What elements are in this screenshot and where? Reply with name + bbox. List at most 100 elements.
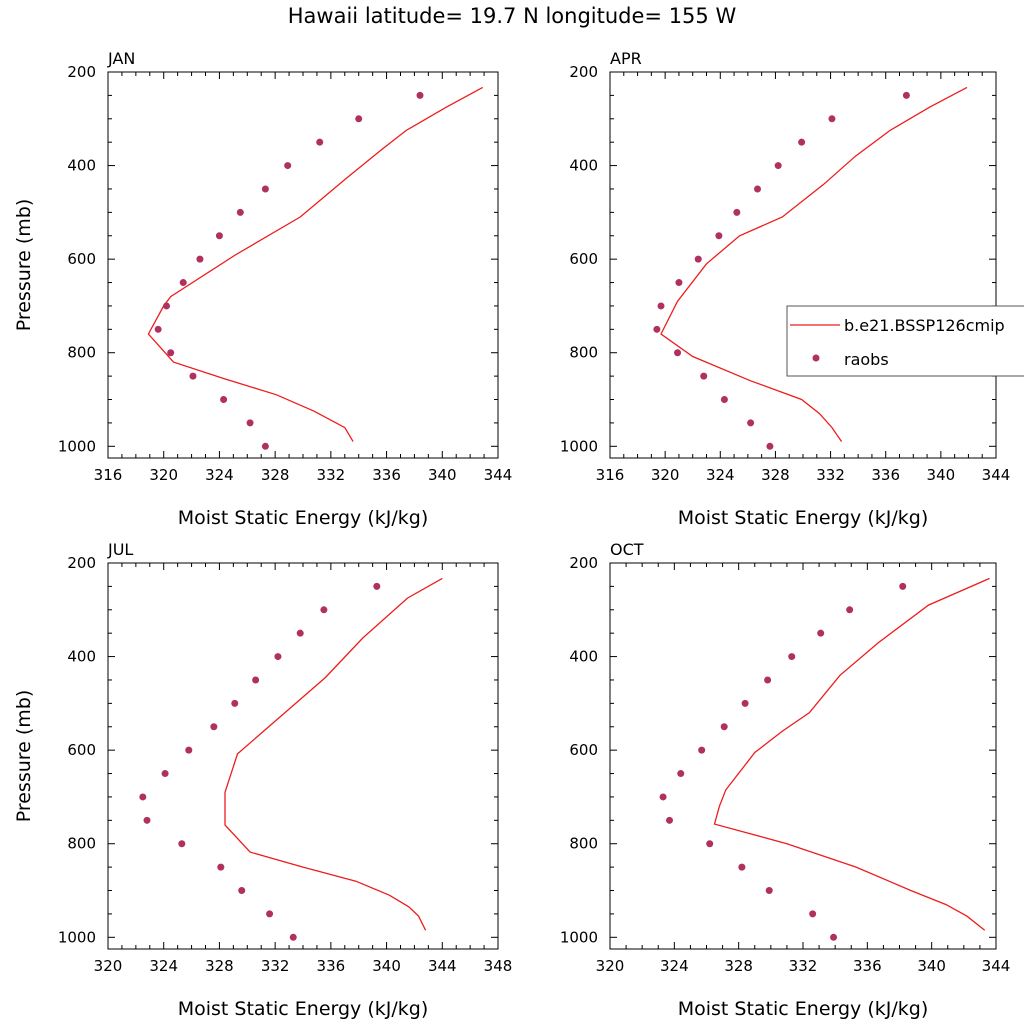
figure-title: Hawaii latitude= 19.7 N longitude= 155 W: [287, 4, 737, 28]
y-tick-label: 1000: [560, 928, 598, 946]
legend-box: [786, 305, 1024, 377]
x-tick-label: 332: [261, 957, 290, 975]
x-axis-label: Moist Static Energy (kJ/kg): [178, 507, 429, 529]
obs-point: [139, 793, 147, 801]
model-series-line: [660, 86, 968, 442]
y-tick-label: 400: [569, 648, 598, 666]
x-tick-label: 320: [651, 466, 680, 484]
x-tick-label: 344: [428, 957, 457, 975]
panel-title: OCT: [610, 540, 644, 559]
obs-point: [161, 770, 169, 778]
obs-point: [231, 699, 239, 707]
plot-data: [653, 86, 968, 450]
obs-point: [747, 419, 755, 427]
x-tick-label: 328: [761, 466, 790, 484]
obs-point: [238, 887, 246, 895]
y-axis-label: Pressure (mb): [13, 199, 35, 332]
obs-point: [296, 629, 304, 637]
obs-point: [809, 910, 817, 918]
plot-frame: [609, 562, 997, 950]
y-tick-label: 1000: [560, 437, 598, 455]
x-tick-label: 348: [484, 957, 513, 975]
obs-point: [694, 255, 702, 263]
obs-point: [754, 185, 762, 193]
obs-point: [698, 746, 706, 754]
x-tick-label: 324: [149, 957, 178, 975]
y-tick-label: 800: [569, 344, 598, 362]
obs-point: [189, 372, 197, 380]
x-tick-label: 344: [982, 957, 1011, 975]
y-tick-label: 400: [67, 157, 96, 175]
legend-obs-label: raobs: [844, 350, 889, 369]
obs-point: [261, 442, 269, 450]
y-tick-label: 600: [67, 741, 96, 759]
obs-point: [236, 208, 244, 216]
obs-point: [416, 91, 424, 99]
obs-point: [659, 793, 667, 801]
obs-point: [774, 162, 782, 170]
obs-point: [220, 396, 228, 404]
obs-point: [846, 606, 854, 614]
obs-point: [798, 138, 806, 146]
plot-data: [139, 577, 443, 941]
y-tick-label: 200: [569, 554, 598, 572]
panel-title: JUL: [107, 540, 133, 559]
x-tick-label: 320: [596, 957, 625, 975]
panel-oct: OCT 320 324 328 332 336 340 344 200 400 600 800 1000…: [560, 540, 1011, 1020]
x-axis-label: Moist Static Energy (kJ/kg): [678, 507, 929, 529]
obs-point: [246, 419, 254, 427]
x-tick-label: 328: [724, 957, 753, 975]
obs-point: [741, 699, 749, 707]
obs-point: [261, 185, 269, 193]
obs-point: [316, 138, 324, 146]
x-tick-label: 336: [317, 957, 346, 975]
y-tick-label: 200: [67, 554, 96, 572]
x-tick-label: 328: [205, 957, 234, 975]
obs-point: [355, 115, 363, 123]
obs-point: [657, 302, 665, 310]
x-tick-label: 340: [372, 957, 401, 975]
obs-point: [733, 208, 741, 216]
obs-point: [143, 816, 151, 824]
y-tick-label: 800: [67, 835, 96, 853]
obs-point: [765, 887, 773, 895]
obs-point: [675, 279, 683, 287]
obs-point: [677, 770, 685, 778]
obs-point: [167, 349, 175, 357]
plot-frame: [107, 562, 499, 950]
panel-jul: JUL 320 324 328 332 336 340 344 348 200 400 600 800 1…: [13, 540, 512, 1020]
obs-point: [210, 723, 218, 731]
obs-point: [788, 653, 796, 661]
obs-point: [653, 325, 661, 333]
obs-point: [720, 396, 728, 404]
obs-point: [828, 115, 836, 123]
obs-point: [766, 442, 774, 450]
y-tick-label: 1000: [58, 437, 96, 455]
obs-point: [674, 349, 682, 357]
obs-point: [720, 723, 728, 731]
model-series-line: [713, 577, 990, 931]
obs-point: [178, 840, 186, 848]
x-tick-label: 332: [816, 466, 845, 484]
x-tick-label: 336: [853, 957, 882, 975]
plot-frame: [107, 71, 499, 459]
legend: b.e21.BSSP126cmip raobs: [786, 305, 1024, 377]
obs-point: [217, 863, 225, 871]
obs-point: [252, 676, 260, 684]
x-tick-label: 316: [596, 466, 625, 484]
x-tick-label: 320: [94, 957, 123, 975]
y-tick-label: 400: [67, 648, 96, 666]
x-axis-label: Moist Static Energy (kJ/kg): [178, 998, 429, 1020]
y-tick-label: 600: [569, 250, 598, 268]
plot-data: [659, 577, 990, 941]
obs-point: [266, 910, 274, 918]
obs-point: [899, 582, 907, 590]
x-tick-label: 328: [261, 466, 290, 484]
y-tick-label: 600: [569, 741, 598, 759]
obs-point: [738, 863, 746, 871]
x-tick-label: 332: [789, 957, 818, 975]
obs-point: [274, 653, 282, 661]
obs-point: [700, 372, 708, 380]
obs-point: [284, 162, 292, 170]
